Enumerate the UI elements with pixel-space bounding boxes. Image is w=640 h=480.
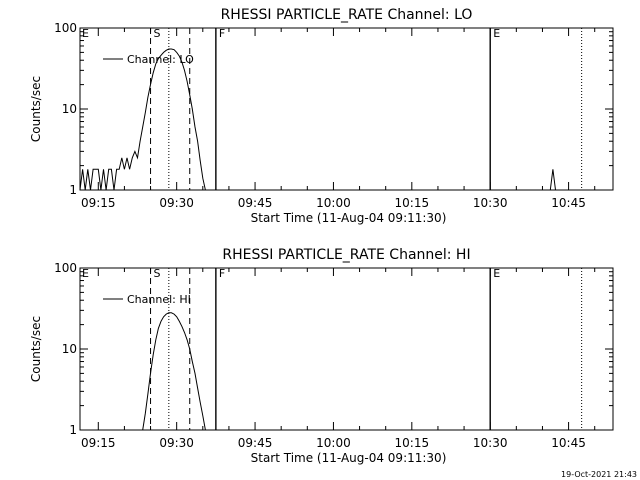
y-tick-label: 100 xyxy=(54,261,77,275)
event-marker-label: S xyxy=(154,267,161,280)
y-tick-label: 1 xyxy=(69,183,77,197)
x-tick-label: 10:30 xyxy=(473,436,508,450)
series-line xyxy=(79,48,556,191)
x-tick-label: 10:30 xyxy=(473,196,508,210)
legend-label: Channel: HI xyxy=(127,293,191,306)
legend-label: Channel: LO xyxy=(127,53,194,66)
y-tick-label: 10 xyxy=(62,102,77,116)
y-axis-label: Counts/sec xyxy=(29,316,43,382)
series-line xyxy=(142,312,206,431)
event-marker-label: E xyxy=(82,267,89,280)
x-tick-label: 09:30 xyxy=(159,196,194,210)
x-axis-label: Start Time (11-Aug-04 09:11:30) xyxy=(251,451,447,465)
x-tick-label: 09:45 xyxy=(238,436,273,450)
y-axis-label: Counts/sec xyxy=(29,76,43,142)
y-tick-label: 100 xyxy=(54,21,77,35)
x-tick-label: 09:15 xyxy=(81,196,116,210)
event-marker-label: S xyxy=(154,27,161,40)
event-marker-label: E xyxy=(82,27,89,40)
event-marker-label: F xyxy=(219,267,225,280)
x-tick-label: 10:00 xyxy=(316,436,351,450)
y-tick-label: 1 xyxy=(69,423,77,437)
chart-title: RHESSI PARTICLE_RATE Channel: HI xyxy=(222,247,470,263)
x-axis-label: Start Time (11-Aug-04 09:11:30) xyxy=(251,211,447,225)
x-tick-label: 09:30 xyxy=(159,436,194,450)
event-marker-label: F xyxy=(219,27,225,40)
x-tick-label: 10:45 xyxy=(551,436,586,450)
event-marker-label: E xyxy=(493,267,500,280)
x-tick-label: 09:45 xyxy=(238,196,273,210)
x-tick-label: 10:15 xyxy=(395,436,430,450)
generation-timestamp: 19-Oct-2021 21:43 xyxy=(561,470,637,479)
x-tick-label: 10:45 xyxy=(551,196,586,210)
x-tick-label: 09:15 xyxy=(81,436,116,450)
chart-title: RHESSI PARTICLE_RATE Channel: LO xyxy=(221,7,473,23)
hi-channel-plot: RHESSI PARTICLE_RATE Channel: HI Counts/s… xyxy=(29,247,614,465)
y-tick-label: 10 xyxy=(62,342,77,356)
x-tick-label: 10:15 xyxy=(395,196,430,210)
x-tick-label: 10:00 xyxy=(316,196,351,210)
event-marker-label: E xyxy=(493,27,500,40)
lo-channel-plot: RHESSI PARTICLE_RATE Channel: LO Counts/s… xyxy=(29,7,614,225)
